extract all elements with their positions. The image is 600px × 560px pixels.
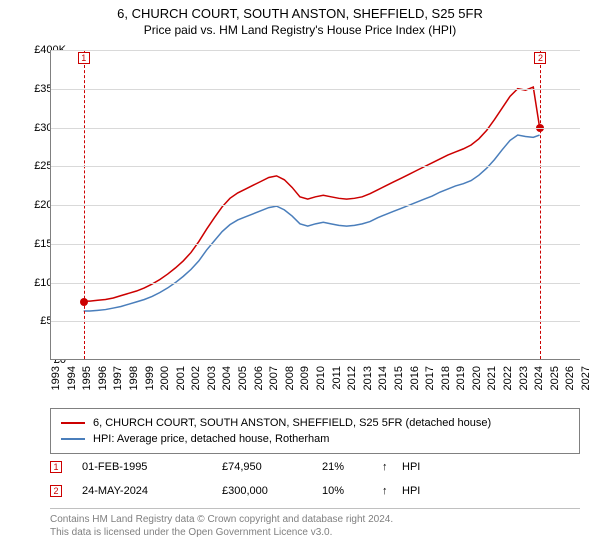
x-tick-label: 2027 [580,366,592,390]
gridline [51,89,580,90]
marker-hpi: HPI [402,461,442,473]
x-tick-label: 1998 [128,366,140,390]
x-tick-label: 2008 [284,366,296,390]
x-tick-label: 2018 [440,366,452,390]
legend-swatch [61,438,85,440]
x-tick-label: 2002 [190,366,202,390]
chart-wrap: £0£50K£100K£150K£200K£250K£300K£350K£400… [0,40,600,400]
x-tick-label: 2010 [315,366,327,390]
legend-label: 6, CHURCH COURT, SOUTH ANSTON, SHEFFIELD… [93,417,491,429]
marker-price: £300,000 [222,485,322,497]
x-tick-label: 2016 [409,366,421,390]
marker-number-box: 2 [534,52,546,64]
gridline [51,50,580,51]
marker-dot [80,298,88,306]
gridline [51,283,580,284]
footer-line: This data is licensed under the Open Gov… [50,526,580,539]
marker-number-box: 1 [50,461,62,473]
x-tick-label: 2009 [299,366,311,390]
x-tick-label: 1995 [81,366,93,390]
gridline [51,205,580,206]
x-tick-label: 2006 [253,366,265,390]
arrow-up-icon: ↑ [382,461,402,473]
title-block: 6, CHURCH COURT, SOUTH ANSTON, SHEFFIELD… [0,0,600,37]
x-tick-label: 2019 [455,366,467,390]
arrow-up-icon: ↑ [382,485,402,497]
gridline [51,166,580,167]
marker-number-box: 1 [78,52,90,64]
footer-line: Contains HM Land Registry data © Crown c… [50,513,580,526]
marker-pct: 10% [322,485,382,497]
x-tick-label: 1997 [112,366,124,390]
x-tick-label: 2001 [175,366,187,390]
gridline [51,244,580,245]
marker-pct: 21% [322,461,382,473]
x-tick-label: 2005 [237,366,249,390]
legend-item: HPI: Average price, detached house, Roth… [61,431,569,447]
marker-date: 24-MAY-2024 [82,485,222,497]
x-tick-label: 1994 [66,366,78,390]
x-tick-label: 2022 [502,366,514,390]
chart-container: 6, CHURCH COURT, SOUTH ANSTON, SHEFFIELD… [0,0,600,560]
x-tick-label: 2000 [159,366,171,390]
legend-box: 6, CHURCH COURT, SOUTH ANSTON, SHEFFIELD… [50,408,580,454]
marker-date: 01-FEB-1995 [82,461,222,473]
gridline [51,321,580,322]
x-tick-label: 2017 [424,366,436,390]
x-tick-label: 2012 [346,366,358,390]
x-tick-label: 2011 [331,366,343,390]
marker-hpi: HPI [402,485,442,497]
x-tick-label: 2021 [486,366,498,390]
x-tick-label: 2023 [518,366,530,390]
x-tick-label: 2003 [206,366,218,390]
x-tick-label: 2020 [471,366,483,390]
x-tick-label: 2004 [221,366,233,390]
marker-price: £74,950 [222,461,322,473]
x-tick-label: 2015 [393,366,405,390]
legend-item: 6, CHURCH COURT, SOUTH ANSTON, SHEFFIELD… [61,415,569,431]
legend-label: HPI: Average price, detached house, Roth… [93,433,329,445]
plot-area: 12 [50,50,580,360]
x-tick-label: 1993 [50,366,62,390]
footer-attribution: Contains HM Land Registry data © Crown c… [50,508,580,539]
x-tick-label: 2007 [268,366,280,390]
x-tick-label: 1999 [144,366,156,390]
chart-subtitle: Price paid vs. HM Land Registry's House … [0,23,600,37]
marker-row: 1 01-FEB-1995 £74,950 21% ↑ HPI [50,455,580,479]
x-tick-label: 2025 [549,366,561,390]
x-tick-label: 1996 [97,366,109,390]
gridline [51,128,580,129]
marker-number-box: 2 [50,485,62,497]
x-tick-label: 2024 [533,366,545,390]
legend-swatch [61,422,85,424]
marker-table: 1 01-FEB-1995 £74,950 21% ↑ HPI 2 24-MAY… [50,455,580,503]
x-tick-label: 2026 [564,366,576,390]
series-line-price_paid [84,87,540,301]
x-tick-label: 2014 [377,366,389,390]
x-tick-label: 2013 [362,366,374,390]
chart-title: 6, CHURCH COURT, SOUTH ANSTON, SHEFFIELD… [0,6,600,21]
marker-row: 2 24-MAY-2024 £300,000 10% ↑ HPI [50,479,580,503]
